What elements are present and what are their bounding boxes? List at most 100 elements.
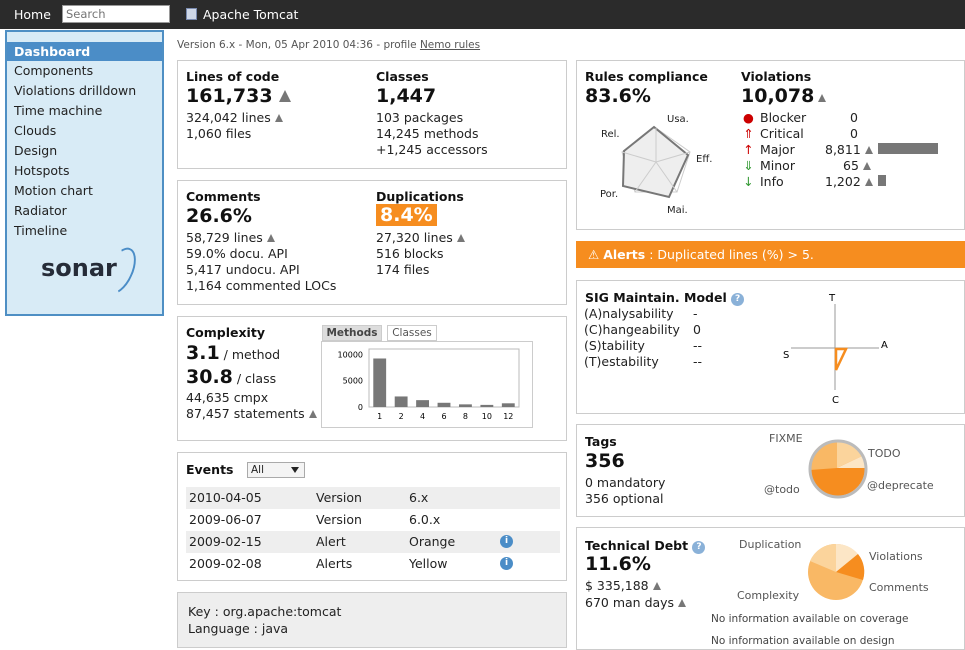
comments-undocu: 5,417 undocu. API bbox=[186, 262, 300, 277]
y-tick-label: 10000 bbox=[338, 350, 363, 359]
alert-banner: ⚠ Alerts : Duplicated lines (%) > 5. bbox=[576, 241, 965, 268]
complexity-per-method-value: 3.1 bbox=[186, 342, 220, 364]
project-key-widget bbox=[177, 592, 567, 648]
y-tick-label: 5000 bbox=[343, 377, 363, 386]
comments-lines-wrap: 58,729 lines bbox=[186, 230, 275, 245]
chart-plot-area bbox=[368, 348, 520, 408]
complexity-per-class-value: 30.8 bbox=[186, 366, 233, 388]
sidebar-item-radiator[interactable]: Radiator bbox=[14, 203, 67, 218]
events-filter-value: All bbox=[251, 464, 265, 476]
event-name: Yellow bbox=[409, 556, 448, 571]
event-type: Alert bbox=[316, 534, 346, 549]
event-name: 6.x bbox=[409, 490, 429, 505]
debt-no-coverage: No information available on coverage bbox=[711, 613, 909, 625]
trend-up-icon bbox=[862, 162, 871, 170]
debt-title-wrap: Technical Debt ? bbox=[585, 538, 706, 554]
tab-classes[interactable]: Classes bbox=[387, 325, 437, 341]
sig-value-polygon bbox=[834, 347, 848, 371]
debt-cost-wrap: $ 335,188 bbox=[585, 578, 661, 593]
radar-label: Mai. bbox=[667, 205, 688, 216]
chart-bar bbox=[437, 402, 451, 407]
classes-value: 1,447 bbox=[376, 85, 437, 107]
trend-up-icon bbox=[456, 234, 465, 242]
complexity-per-class: 30.8 / class bbox=[186, 366, 276, 388]
sig-value: 0 bbox=[693, 322, 701, 337]
complexity-per-method-label: / method bbox=[223, 347, 281, 362]
info-severity-icon: ↓ bbox=[743, 174, 754, 189]
trend-up-icon bbox=[678, 599, 687, 607]
tags-widget bbox=[576, 424, 965, 517]
sidebar-item-clouds[interactable]: Clouds bbox=[14, 123, 57, 138]
sig-label: (T)estability bbox=[584, 354, 659, 369]
violation-label: Critical bbox=[760, 126, 804, 141]
project-key: Key : org.apache:tomcat bbox=[188, 604, 342, 619]
loc-value: 161,733 bbox=[186, 85, 273, 107]
pie-slice bbox=[836, 543, 858, 572]
trend-up-icon bbox=[818, 94, 827, 102]
violation-row-info[interactable]: ↓ Info bbox=[743, 174, 784, 189]
duplications-lines-wrap: 27,320 lines bbox=[376, 230, 465, 245]
loc-value-wrap: 161,733 bbox=[186, 85, 291, 107]
sidebar-item-timeline[interactable]: Timeline bbox=[14, 223, 68, 238]
violation-row-minor[interactable]: ⇓ Minor bbox=[743, 158, 795, 173]
loc-lines-wrap: 324,042 lines bbox=[186, 110, 283, 125]
x-tick-label: 1 bbox=[377, 412, 382, 421]
sidebar-item-motion-chart[interactable]: Motion chart bbox=[14, 183, 93, 198]
warning-icon: ⚠ bbox=[588, 247, 600, 262]
duplications-title: Duplications bbox=[376, 189, 464, 204]
comments-lines: 58,729 lines bbox=[186, 230, 263, 245]
violation-row-major[interactable]: ↑ Major bbox=[743, 142, 794, 157]
x-tick-label: 6 bbox=[441, 412, 446, 421]
sig-label: (S)tability bbox=[584, 338, 645, 353]
table-row: 2009-06-07 Version 6.0.x bbox=[186, 509, 560, 531]
home-link[interactable]: Home bbox=[14, 7, 51, 22]
help-icon[interactable]: ? bbox=[692, 541, 706, 554]
sig-label: (C)hangeability bbox=[584, 322, 680, 337]
violation-count-wrap: 8,811 bbox=[825, 142, 873, 157]
classes-methods: 14,245 methods bbox=[376, 126, 479, 141]
sidebar-item-hotspots[interactable]: Hotspots bbox=[14, 163, 70, 178]
table-row: 2010-04-05 Version 6.x bbox=[186, 487, 560, 509]
tab-methods[interactable]: Methods bbox=[322, 325, 382, 341]
events-filter-select[interactable]: All bbox=[247, 462, 305, 478]
info-icon[interactable]: i bbox=[500, 557, 513, 570]
help-icon[interactable]: ? bbox=[731, 293, 745, 306]
comments-docu: 59.0% docu. API bbox=[186, 246, 288, 261]
classes-title: Classes bbox=[376, 69, 429, 84]
sig-value: - bbox=[693, 306, 698, 321]
comments-commented: 1,164 commented LOCs bbox=[186, 278, 337, 293]
violation-row-blocker[interactable]: ● Blocker bbox=[743, 110, 806, 125]
x-tick-label: 8 bbox=[463, 412, 468, 421]
duplications-blocks: 516 blocks bbox=[376, 246, 444, 261]
size-widget bbox=[177, 60, 567, 169]
sidebar-item-components[interactable]: Components bbox=[14, 63, 94, 78]
trend-up-icon bbox=[864, 178, 873, 186]
search-input[interactable] bbox=[62, 5, 170, 23]
violations-title: Violations bbox=[741, 69, 812, 84]
debt-days-wrap: 670 man days bbox=[585, 595, 687, 610]
sidebar-item-design[interactable]: Design bbox=[14, 143, 58, 158]
sig-axis-label: C bbox=[832, 395, 839, 405]
sidebar-item-dashboard[interactable]: Dashboard bbox=[7, 42, 162, 61]
x-tick-label: 12 bbox=[503, 412, 513, 421]
tags-mandatory: 0 mandatory bbox=[585, 475, 666, 490]
complexity-title: Complexity bbox=[186, 325, 265, 340]
radar-label: Usa. bbox=[667, 114, 689, 125]
profile-link[interactable]: Nemo rules bbox=[419, 39, 481, 51]
violation-count: 0 bbox=[850, 126, 858, 141]
violations-value-wrap: 10,078 bbox=[741, 85, 827, 107]
chart-bar bbox=[459, 404, 472, 407]
project-link[interactable]: Apache Tomcat bbox=[186, 7, 298, 22]
debt-pie-chart: Duplication Violations Comments Complexi… bbox=[737, 538, 929, 602]
chevron-down-icon bbox=[291, 467, 299, 473]
radar-axis bbox=[634, 161, 657, 193]
violation-count: 1,202 bbox=[825, 174, 861, 189]
violation-row-critical[interactable]: ⇑ Critical bbox=[743, 126, 804, 141]
sidebar-item-violations-drilldown[interactable]: Violations drilldown bbox=[14, 83, 137, 98]
debt-cost: $ 335,188 bbox=[585, 578, 649, 593]
sidebar-item-time-machine[interactable]: Time machine bbox=[14, 103, 103, 118]
info-icon[interactable]: i bbox=[500, 535, 513, 548]
event-name: 6.0.x bbox=[409, 512, 441, 527]
violation-label: Info bbox=[760, 174, 784, 189]
